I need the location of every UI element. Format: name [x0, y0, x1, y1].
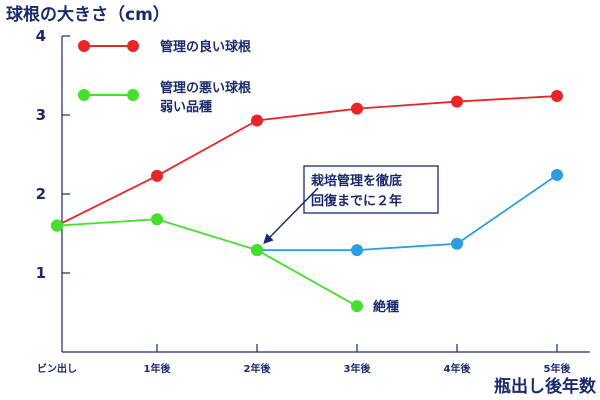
annotation-recovery: 栽培管理を徹底 回復までに２年	[263, 165, 439, 244]
x-tick-label: ビン出し	[37, 362, 77, 375]
legend-item-poor: 管理の悪い球根 弱い品種	[78, 80, 252, 115]
annotation-box	[303, 165, 439, 214]
legend-swatch-dot	[127, 40, 139, 52]
annotation-line-2: 回復までに２年	[311, 193, 402, 209]
data-point	[551, 90, 563, 103]
x-tick-label: 1年後	[144, 362, 172, 375]
y-tick-label: 1	[36, 264, 46, 282]
data-point	[151, 169, 163, 182]
legend-label-poor-line1: 管理の悪い球根	[160, 80, 252, 96]
series-line-2	[257, 174, 558, 251]
data-point	[151, 213, 163, 226]
data-point	[251, 114, 263, 127]
y-tick-label: 3	[36, 106, 46, 124]
legend-label-good: 管理の良い球根	[160, 39, 252, 55]
series-layer	[56, 95, 558, 307]
y-ticks: 1 2 3 4	[36, 27, 70, 282]
points-layer	[51, 90, 563, 313]
legend-label-poor-line2: 弱い品種	[160, 99, 212, 115]
series-line-0	[56, 95, 558, 227]
data-point	[51, 219, 63, 232]
annotation-line-1: 栽培管理を徹底	[311, 173, 402, 189]
annotation-arrow	[263, 187, 319, 244]
legend-swatch-dot	[78, 89, 90, 101]
data-point	[451, 237, 463, 250]
legend-swatch-dot	[78, 40, 90, 52]
extinct-label: 絶種	[372, 299, 399, 315]
data-point	[551, 169, 563, 182]
legend-item-good: 管理の良い球根	[78, 39, 252, 55]
legend-swatch-dot	[127, 89, 139, 101]
legend: 管理の良い球根 管理の悪い球根 弱い品種	[78, 39, 252, 115]
x-axis-title: 瓶出し後年数	[494, 376, 597, 397]
x-tick-label: 2年後	[244, 362, 272, 375]
data-point	[251, 244, 263, 257]
x-tick-label: 3年後	[344, 362, 372, 375]
x-ticks: ビン出し 1年後 2年後 3年後 4年後 5年後	[37, 344, 571, 375]
y-axis-title: 球根の大きさ（cm）	[6, 4, 170, 25]
data-point	[351, 102, 363, 115]
data-point	[351, 244, 363, 257]
y-tick-label: 2	[36, 185, 46, 203]
data-point	[351, 300, 363, 313]
x-tick-label: 5年後	[544, 362, 572, 375]
x-tick-label: 4年後	[444, 362, 472, 375]
y-tick-label: 4	[36, 27, 46, 45]
data-point	[451, 95, 463, 108]
series-line-1	[56, 218, 358, 307]
